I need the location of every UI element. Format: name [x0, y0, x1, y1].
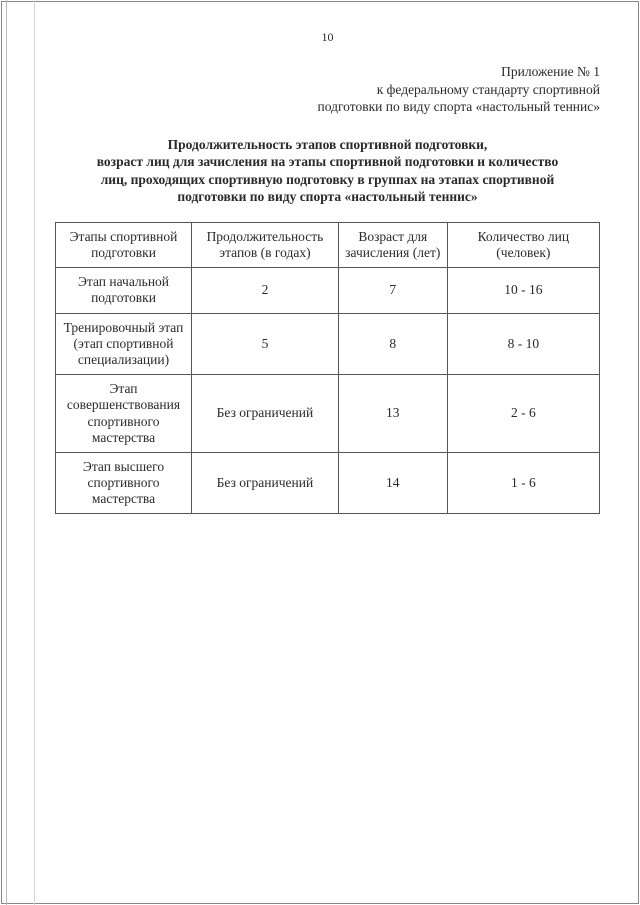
table-cell: 14 — [338, 452, 447, 514]
table-header-cell: Этапы спортивной подготовки — [56, 222, 192, 267]
table-cell: Тренировочный этап (этап спортивной спец… — [56, 313, 192, 375]
table-row: Этап высшего спортивного мастерства Без … — [56, 452, 600, 514]
document-page: 10 Приложение № 1 к федеральному стандар… — [0, 0, 640, 544]
document-title: Продолжительность этапов спортивной подг… — [55, 136, 600, 206]
table-cell: 2 - 6 — [447, 375, 599, 453]
table-cell: Без ограничений — [192, 375, 339, 453]
table-cell: 8 — [338, 313, 447, 375]
title-line: возраст лиц для зачисления на этапы спор… — [60, 153, 595, 171]
annex-line: Приложение № 1 — [55, 63, 600, 81]
table-cell: 5 — [192, 313, 339, 375]
table-cell: 2 — [192, 268, 339, 313]
annex-line: подготовки по виду спорта «настольный те… — [55, 98, 600, 116]
page-number: 10 — [55, 30, 600, 45]
annex-reference: Приложение № 1 к федеральному стандарту … — [55, 63, 600, 116]
table-cell: 1 - 6 — [447, 452, 599, 514]
title-line: лиц, проходящих спортивную подготовку в … — [60, 171, 595, 189]
table-header-row: Этапы спортивной подготовки Продолжитель… — [56, 222, 600, 267]
table-row: Этап начальной подготовки 2 7 10 - 16 — [56, 268, 600, 313]
table-header-cell: Количество лиц (человек) — [447, 222, 599, 267]
title-line: Продолжительность этапов спортивной подг… — [60, 136, 595, 154]
table-header-cell: Возраст для зачисления (лет) — [338, 222, 447, 267]
table-row: Тренировочный этап (этап спортивной спец… — [56, 313, 600, 375]
table-row: Этап совершенствования спортивного масте… — [56, 375, 600, 453]
stages-table: Этапы спортивной подготовки Продолжитель… — [55, 222, 600, 515]
table-cell: 7 — [338, 268, 447, 313]
table-cell: Без ограничений — [192, 452, 339, 514]
annex-line: к федеральному стандарту спортивной — [55, 81, 600, 99]
table-header-cell: Продолжительность этапов (в годах) — [192, 222, 339, 267]
table-cell: 8 - 10 — [447, 313, 599, 375]
scan-artifact-line — [34, 0, 35, 905]
table-cell: 13 — [338, 375, 447, 453]
title-line: подготовки по виду спорта «настольный те… — [60, 188, 595, 206]
scan-artifact-line — [6, 0, 7, 905]
table-cell: Этап высшего спортивного мастерства — [56, 452, 192, 514]
table-cell: Этап совершенствования спортивного масте… — [56, 375, 192, 453]
table-cell: 10 - 16 — [447, 268, 599, 313]
table-cell: Этап начальной подготовки — [56, 268, 192, 313]
